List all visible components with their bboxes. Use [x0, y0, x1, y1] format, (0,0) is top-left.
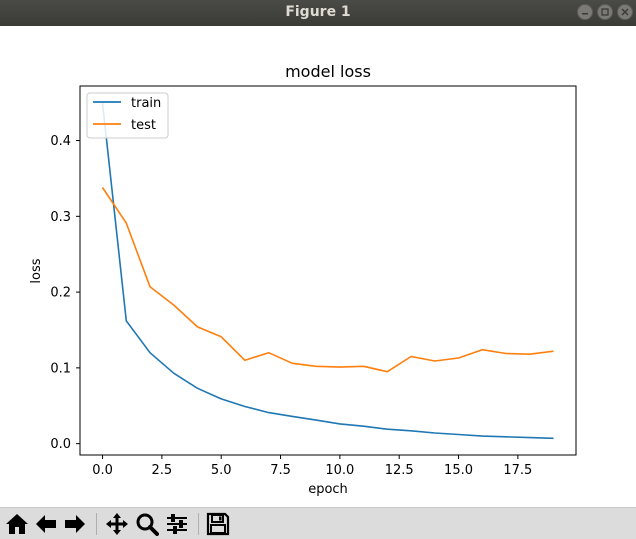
minimize-button[interactable]	[577, 4, 593, 20]
x-tick-label: 0.0	[92, 463, 113, 478]
x-tick-label: 10.0	[325, 463, 354, 478]
series-line-train	[101, 102, 554, 440]
x-tick-label: 7.5	[270, 463, 291, 478]
home-icon	[6, 514, 28, 534]
toolbar-separator	[198, 513, 199, 535]
y-tick-label: 0.2	[50, 286, 71, 301]
x-tick-label: 15.0	[444, 463, 473, 478]
window-titlebar: Figure 1	[0, 0, 636, 26]
home-button[interactable]	[4, 511, 30, 537]
legend-box	[86, 92, 169, 139]
x-tick-label: 2.5	[152, 463, 173, 478]
move-icon	[106, 513, 128, 535]
sliders-icon	[167, 514, 187, 534]
y-axis: 0.0 0.1 0.2 0.3 0.4	[50, 134, 80, 452]
axes-frame	[79, 85, 577, 456]
legend-test-label: test	[131, 118, 156, 133]
configure-subplots-button[interactable]	[164, 511, 190, 537]
navigation-toolbar	[0, 507, 636, 539]
y-tick-label: 0.4	[50, 134, 71, 149]
plot-lines	[101, 102, 554, 440]
x-tick-label: 12.5	[385, 463, 414, 478]
y-tick-label: 0.0	[50, 437, 71, 452]
toolbar-separator	[96, 513, 97, 535]
close-icon	[621, 8, 629, 16]
legend: train test	[86, 92, 169, 139]
minimize-icon	[582, 13, 588, 15]
window-title: Figure 1	[285, 4, 351, 20]
x-axis-label: epoch	[308, 482, 348, 497]
series-line-test	[101, 187, 554, 373]
back-button[interactable]	[33, 511, 59, 537]
legend-train-label: train	[131, 96, 161, 111]
chart-title: model loss	[285, 62, 371, 81]
y-tick-label: 0.3	[50, 210, 71, 225]
maximize-icon	[601, 8, 609, 16]
y-tick-label: 0.1	[50, 361, 71, 376]
loss-chart[interactable]: model loss 0.0 2.5 5.0 7.5 10.0 12.5 15.0 17.5 …	[0, 26, 636, 507]
save-button[interactable]	[205, 511, 231, 537]
figure-canvas[interactable]: model loss 0.0 2.5 5.0 7.5 10.0 12.5 15.0 17.5 …	[0, 26, 636, 507]
x-tick-label: 5.0	[211, 463, 232, 478]
magnifier-icon	[136, 513, 159, 536]
pan-button[interactable]	[104, 511, 130, 537]
y-axis-label: loss	[29, 258, 44, 283]
x-tick-label: 17.5	[503, 463, 532, 478]
close-button[interactable]	[617, 4, 633, 20]
arrow-right-icon	[65, 515, 85, 533]
arrow-left-icon	[36, 515, 56, 533]
floppy-disk-icon	[206, 512, 230, 536]
maximize-button[interactable]	[597, 4, 613, 20]
forward-button[interactable]	[62, 511, 88, 537]
zoom-button[interactable]	[134, 511, 160, 537]
x-axis: 0.0 2.5 5.0 7.5 10.0 12.5 15.0 17.5	[92, 455, 532, 478]
